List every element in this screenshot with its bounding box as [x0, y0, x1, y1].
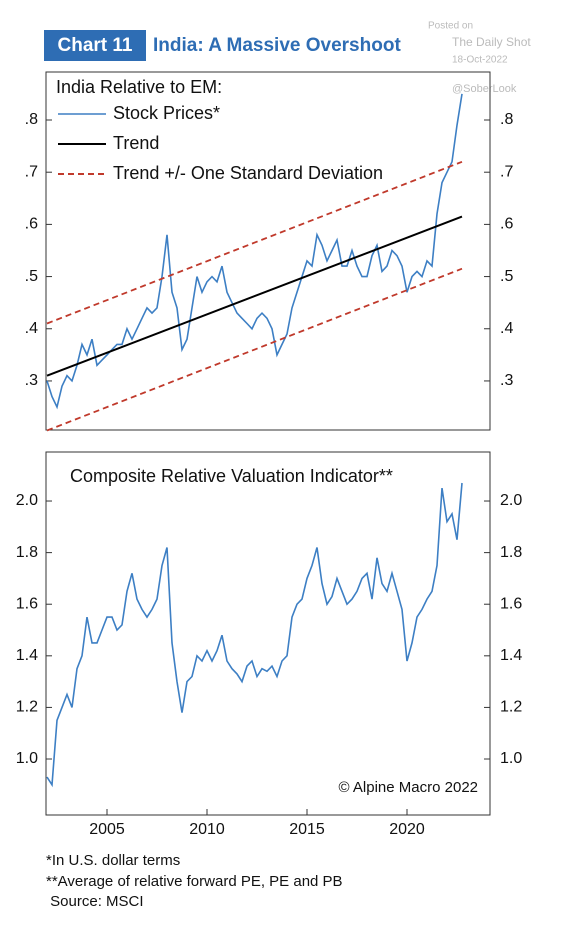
y2-tick-label: 1.4: [500, 647, 522, 664]
y2-tick-label: 1.8: [500, 544, 522, 561]
legend-label: Stock Prices*: [113, 103, 220, 123]
band-upper-line: [46, 160, 463, 325]
watermark-source: The Daily Shot: [452, 35, 531, 49]
footnote: **Average of relative forward PE, PE and…: [46, 873, 343, 890]
footnote: *In U.S. dollar terms: [46, 852, 180, 869]
plot-frame: [45, 71, 491, 431]
y-tick-label: .8: [25, 111, 38, 128]
series-line: [46, 93, 463, 410]
legend-label: Trend +/- One Standard Deviation: [113, 163, 383, 183]
panel-title: Composite Relative Valuation Indicator**: [70, 466, 393, 486]
y-tick-label: .7: [25, 163, 38, 180]
y-tick-label: .5: [25, 268, 38, 285]
legend-title: India Relative to EM:: [56, 77, 222, 97]
y-tick-label: 1.2: [16, 699, 38, 716]
y2-tick-label: 1.2: [500, 699, 522, 716]
y2-tick-label: .3: [500, 372, 513, 389]
y2-tick-label: .7: [500, 163, 513, 180]
chart-tag-box: [44, 30, 146, 61]
x-tick-label: 2005: [89, 821, 125, 838]
watermark-handle: @SoberLook: [452, 83, 517, 95]
chart-title: India: A Massive Overshoot: [153, 35, 401, 56]
y2-tick-label: 1.0: [500, 750, 522, 767]
y2-tick-label: 1.6: [500, 595, 522, 612]
footnote: Source: MSCI: [46, 893, 144, 910]
series-line: [46, 215, 463, 377]
series-line: [46, 482, 463, 788]
x-tick-label: 2010: [189, 821, 225, 838]
annotation: © Alpine Macro 2022: [339, 779, 478, 796]
y-tick-label: 1.0: [16, 750, 38, 767]
y2-tick-label: .8: [500, 111, 513, 128]
x-tick-label: 2015: [289, 821, 325, 838]
x-tick-label: 2020: [389, 821, 425, 838]
watermark-posted: Posted on: [428, 21, 473, 32]
y-tick-label: 1.6: [16, 595, 38, 612]
legend-label: Trend: [113, 133, 159, 153]
y-tick-label: 1.4: [16, 647, 38, 664]
watermark-date: 18-Oct-2022: [452, 55, 508, 66]
y2-tick-label: .4: [500, 320, 513, 337]
y-tick-label: .4: [25, 320, 38, 337]
band-lower-line: [46, 267, 463, 432]
y2-tick-label: .5: [500, 268, 513, 285]
chart-tag: Chart 11: [58, 35, 133, 56]
y-tick-label: 1.8: [16, 544, 38, 561]
y-tick-label: .3: [25, 372, 38, 389]
plot-frame: [45, 451, 491, 816]
y2-tick-label: .6: [500, 216, 513, 233]
y2-tick-label: 2.0: [500, 492, 522, 509]
y-tick-label: 2.0: [16, 492, 38, 509]
y-tick-label: .6: [25, 216, 38, 233]
